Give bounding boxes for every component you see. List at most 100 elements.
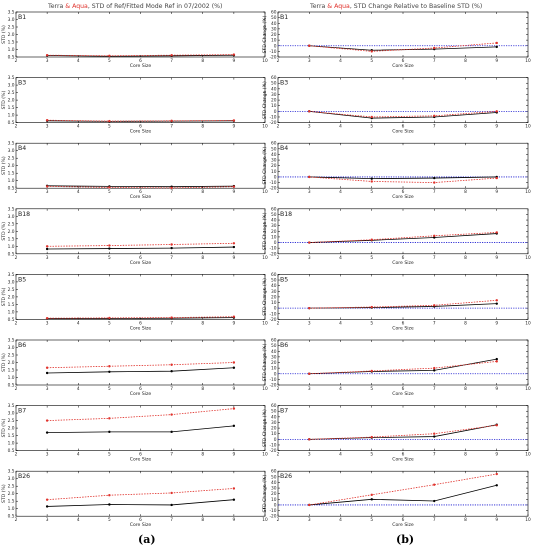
panel-left-b18: 2 3 4 5 6 7 8 9 10 0.51.0 1.52.0 2.53.0 3.5 Core Size… [1, 206, 268, 265]
x-axis-label: Core Size [130, 129, 152, 135]
x-tick-label: 8 [464, 124, 467, 130]
data-point-red [433, 181, 436, 184]
x-tick-label: 8 [464, 386, 467, 392]
y-tick-label: 1.0 [8, 309, 15, 315]
panel-left-b7: 2 3 4 5 6 7 8 9 10 0.51.0 1.52.0 2.53.0 3.5 Core Size… [1, 403, 268, 463]
data-point-red [45, 498, 49, 501]
y-tick-label: 3.5 [8, 10, 15, 16]
x-tick-label: 2 [15, 58, 18, 64]
y-tick-label: 0 [274, 437, 277, 443]
y-tick-label: 30 [271, 26, 277, 32]
data-point-red [370, 238, 373, 241]
y-tick-label: 2.5 [8, 484, 15, 490]
series-line-black [309, 110, 497, 119]
data-point-red [308, 503, 311, 507]
x-tick-label: 5 [370, 452, 373, 458]
x-tick-label: 10 [262, 386, 268, 392]
y-tick-label: 0 [274, 109, 277, 115]
x-tick-label: 10 [262, 124, 268, 130]
y-tick-label: 30 [271, 420, 277, 426]
series-line-red [309, 424, 497, 440]
y-tick-label: 0.5 [8, 448, 15, 454]
data-point-red [232, 242, 236, 245]
plot-frame [15, 77, 266, 123]
x-tick-label: 7 [433, 320, 436, 326]
caption-a: (a) [138, 533, 156, 546]
y-tick-label: 10 [271, 497, 277, 503]
y-tick-label: 1.5 [8, 105, 15, 111]
data-point-red [308, 306, 311, 310]
data-point-black [45, 505, 49, 508]
plot-frame [277, 77, 529, 123]
data-point-red [45, 185, 49, 188]
data-point-black [232, 366, 236, 369]
y-tick-label: 30 [271, 158, 277, 164]
y-tick-label: 0.5 [8, 383, 15, 389]
y-tick-label: 3.5 [8, 403, 15, 409]
x-tick-label: 2 [15, 320, 18, 326]
x-axis-label: Core Size [130, 63, 152, 69]
plot-frame [277, 11, 529, 58]
x-tick-label: 10 [262, 255, 268, 261]
x-tick-label: 6 [402, 517, 405, 523]
band-label: B6 [18, 342, 26, 349]
x-tick-label: 2 [277, 386, 280, 392]
panel-left-b1: 2 3 4 5 6 7 8 9 10 0.5 1.01.5 2.02.5 3.03.5 Core Size… [1, 10, 268, 70]
x-tick-label: 5 [108, 452, 111, 458]
plot-frame [15, 470, 266, 517]
y-tick-label: -20 [269, 383, 276, 389]
data-point-red [45, 54, 49, 57]
data-point-red [45, 317, 49, 320]
y-tick-label: 60 [271, 206, 277, 212]
x-tick-label: 4 [339, 320, 342, 326]
data-point-black [108, 247, 111, 250]
y-tick-label: -20 [269, 55, 276, 61]
data-point-red [433, 46, 436, 50]
y-tick-label: 0 [274, 240, 277, 246]
y-tick-label: 60 [271, 403, 277, 409]
x-axis-label: Core Size [392, 325, 414, 331]
data-point-red [45, 419, 49, 422]
x-tick-label: 5 [108, 386, 111, 392]
y-tick-label: 10 [271, 169, 277, 175]
series-line-red [47, 242, 234, 247]
x-tick-label: 2 [15, 452, 18, 458]
data-point-red [370, 180, 373, 183]
y-tick-label: 0.5 [8, 120, 15, 126]
y-tick-label: 2.5 [8, 25, 15, 31]
data-point-red [170, 54, 173, 57]
x-axis-label: Core Size [130, 522, 152, 528]
panel-left-b5: 2 3 4 5 6 7 8 9 10 0.5 1.01.5 2.02.5 3.03.5 Core Size… [1, 272, 268, 332]
y-tick-label: 0.5 [8, 186, 15, 192]
band-label: B5 [18, 276, 26, 283]
y-tick-label: -10 [269, 377, 276, 383]
y-tick-label: 3.0 [8, 279, 15, 285]
x-tick-label: 7 [170, 124, 173, 130]
y-tick-label: 2.0 [8, 229, 15, 235]
x-tick-label: 3 [46, 255, 49, 261]
y-tick-label: 0 [274, 502, 277, 508]
series-line-black [309, 303, 497, 309]
x-tick-label: 10 [262, 452, 268, 458]
x-tick-label: 3 [46, 189, 49, 195]
x-tick-label: 6 [402, 58, 405, 64]
x-tick-label: 7 [170, 320, 173, 326]
x-tick-label: 4 [77, 386, 80, 392]
x-tick-label: 2 [277, 320, 280, 326]
data-point-red [232, 487, 236, 490]
x-tick-label: 5 [108, 517, 111, 523]
y-tick-label: 3.0 [8, 345, 15, 351]
x-tick-label: 6 [139, 320, 142, 326]
series-line-red [47, 362, 234, 369]
series-line-black [47, 246, 234, 250]
series-line-red [309, 42, 497, 52]
plot-frame [277, 142, 529, 189]
x-tick-label: 2 [277, 452, 280, 458]
x-tick-label: 4 [339, 386, 342, 392]
left-title-aqua: Aqua [72, 3, 88, 10]
y-axis-label: STD (%) [1, 484, 7, 503]
band-label: B7 [280, 408, 288, 415]
